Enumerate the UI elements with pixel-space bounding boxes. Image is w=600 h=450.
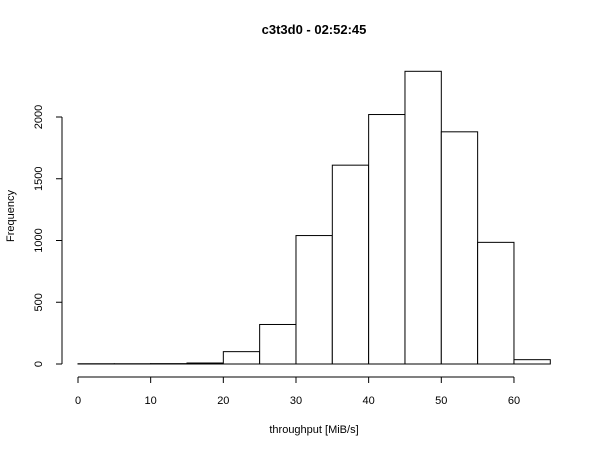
x-tick-label: 10 — [145, 395, 157, 407]
y-tick-label: 1500 — [33, 167, 45, 191]
y-axis-label: Frequency — [5, 190, 17, 242]
x-tick-label: 40 — [363, 395, 375, 407]
y-tick-label: 2000 — [33, 105, 45, 129]
bar — [186, 362, 224, 365]
bar — [368, 114, 406, 365]
bar — [404, 70, 442, 365]
x-axis-label: throughput [MiB/s] — [269, 424, 358, 436]
bar — [259, 323, 297, 365]
x-tick-label: 30 — [290, 395, 302, 407]
chart-title: c3t3d0 - 02:52:45 — [262, 22, 367, 37]
y-tick-label: 500 — [33, 293, 45, 311]
y-tick-label: 1000 — [33, 228, 45, 252]
x-tick-label: 0 — [75, 395, 81, 407]
bar — [513, 359, 551, 365]
y-tick-label: 0 — [33, 361, 45, 367]
x-tick-label: 20 — [217, 395, 229, 407]
bar — [222, 351, 261, 365]
bar — [331, 164, 370, 365]
x-tick-label: 50 — [435, 395, 447, 407]
bar — [295, 235, 333, 365]
bar — [477, 241, 515, 365]
x-tick-label: 60 — [508, 395, 520, 407]
bar — [440, 131, 479, 365]
